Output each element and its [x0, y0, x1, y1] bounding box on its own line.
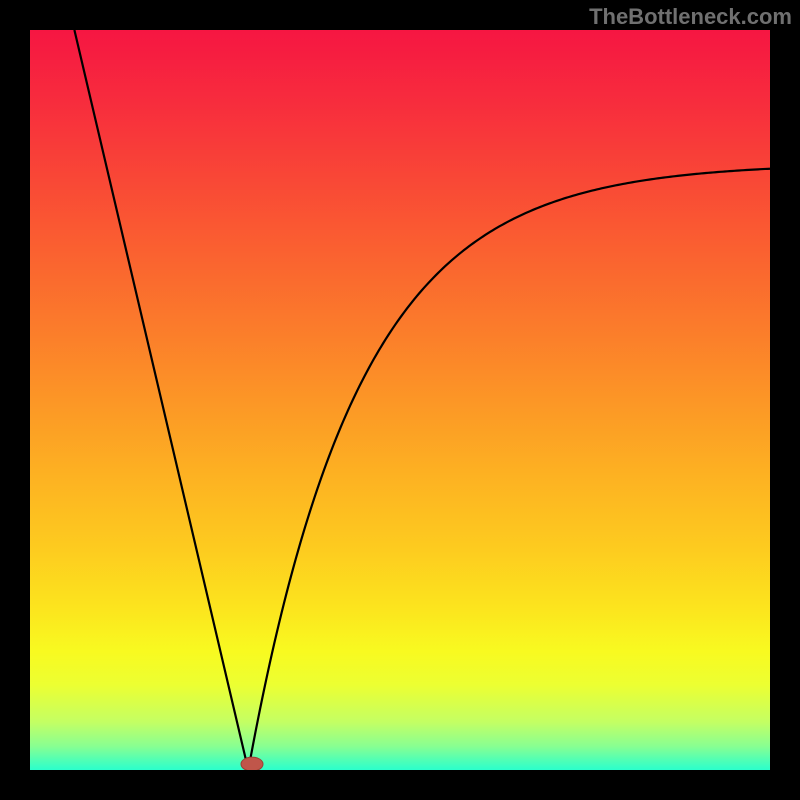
chart-canvas: TheBottleneck.com — [0, 0, 800, 800]
gradient-background — [30, 30, 770, 770]
bottleneck-chart-svg — [30, 30, 770, 770]
watermark-text: TheBottleneck.com — [589, 4, 792, 30]
plot-area — [30, 30, 770, 770]
optimal-point-marker — [241, 757, 263, 770]
